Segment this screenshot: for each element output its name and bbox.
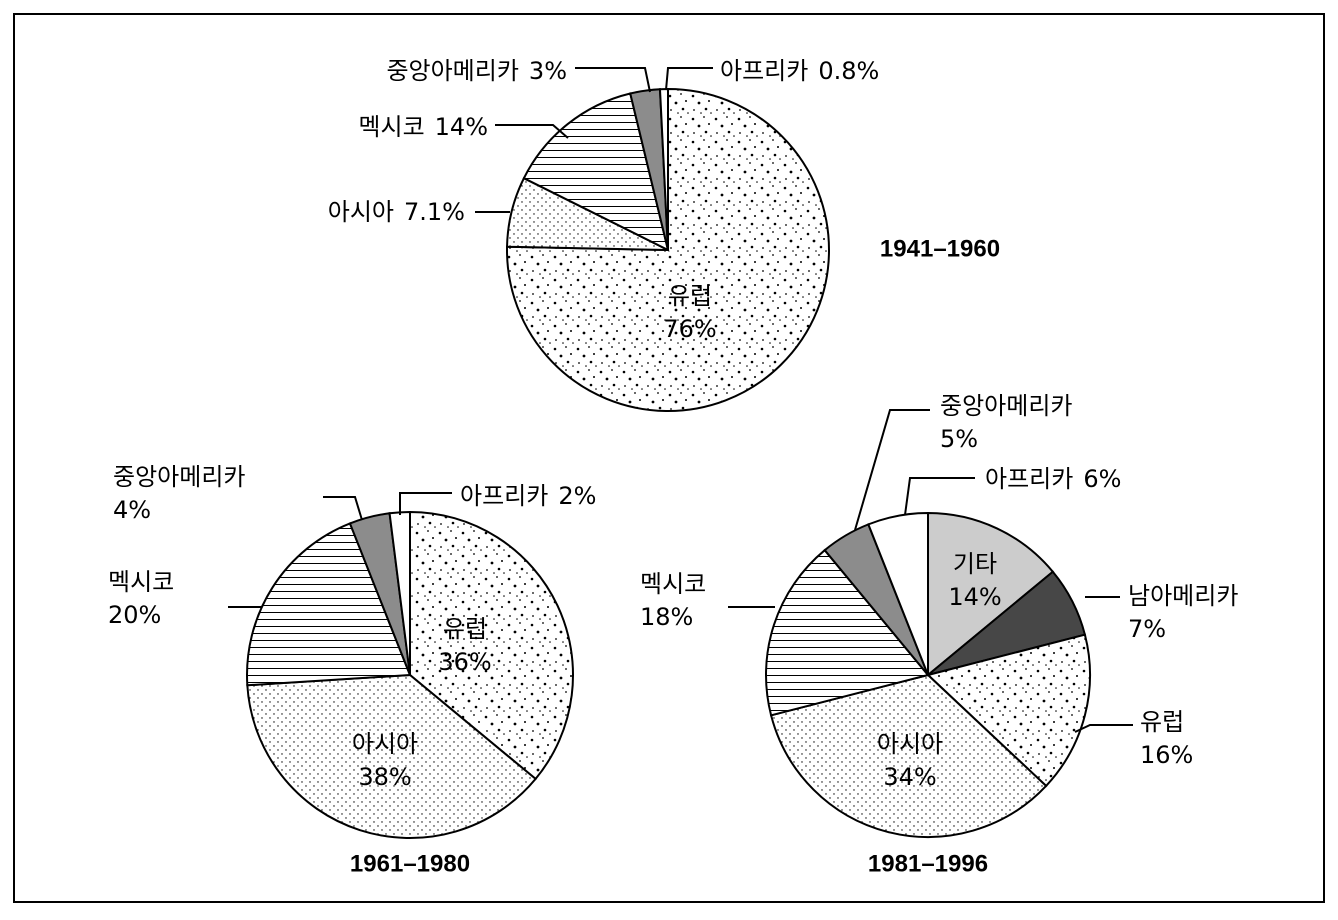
pie-slice [246, 673, 538, 839]
value-label: 7.1% [404, 198, 465, 226]
leader-line [323, 496, 363, 521]
leader-line [665, 67, 713, 91]
value-label: 7% [1128, 615, 1166, 643]
leader-line [495, 124, 569, 139]
category-label: 멕시코 [108, 568, 174, 596]
category-label: 아시아 [877, 730, 943, 758]
slice-label: 아프리카 0.8% [720, 57, 879, 85]
category-label: 멕시코 [640, 570, 706, 598]
pie-slice [867, 511, 929, 676]
value-label: 76% [663, 315, 716, 343]
category-label: 아프리카 [720, 57, 808, 85]
value-label: 14% [948, 583, 1001, 611]
value-label: 38% [358, 763, 411, 791]
leader-line [575, 67, 651, 93]
value-label: 6% [1083, 465, 1121, 493]
pie-slice [765, 548, 930, 717]
slice-label: 아시아 7.1% [328, 198, 465, 226]
category-label: 아시아 [328, 198, 394, 226]
category-label: 멕시코 [358, 113, 424, 141]
category-label: 남아메리카 [1128, 582, 1238, 610]
value-label: 34% [883, 763, 936, 791]
chart-title: 1961–1980 [350, 850, 470, 877]
value-label: 36% [438, 648, 491, 676]
value-label: 0.8% [818, 57, 879, 85]
category-label: 유럽 [668, 282, 712, 310]
slice-label: 아프리카 6% [985, 465, 1121, 493]
leader-line [904, 477, 975, 516]
category-label: 유럽 [1140, 708, 1184, 736]
leader-line [854, 409, 930, 531]
category-label: 아프리카 [985, 465, 1073, 493]
category-label: 중앙아메리카 [386, 57, 518, 85]
frame [13, 13, 1325, 903]
pie-slice [658, 87, 669, 251]
pie-slice [522, 92, 670, 252]
value-label: 5% [940, 425, 978, 453]
category-label: 기타 [953, 550, 997, 578]
value-label: 3% [529, 57, 567, 85]
category-label: 중앙아메리카 [113, 463, 245, 491]
pie-slice [925, 633, 1091, 788]
value-label: 20% [108, 601, 161, 629]
leader-line [1074, 724, 1133, 733]
category-label: 유럽 [443, 615, 487, 643]
category-label: 아시아 [352, 730, 418, 758]
pie-slice [769, 673, 1048, 838]
slice-label: 중앙아메리카 3% [386, 57, 567, 85]
leader-line [399, 492, 452, 515]
value-label: 16% [1140, 741, 1193, 769]
slice-label: 아프리카 2% [460, 482, 596, 510]
slice-label: 멕시코 14% [358, 113, 488, 141]
pie-slice [927, 511, 1055, 678]
chart-title: 1981–1996 [868, 850, 988, 877]
value-label: 14% [435, 113, 488, 141]
category-label: 중앙아메리카 [940, 392, 1072, 420]
value-label: 18% [640, 603, 693, 631]
pie-slice [246, 522, 412, 687]
chart-title: 1941–1960 [880, 235, 1000, 262]
pie-slice [409, 510, 574, 781]
value-label: 4% [113, 496, 151, 524]
value-label: 2% [558, 482, 596, 510]
category-label: 아프리카 [460, 482, 548, 510]
